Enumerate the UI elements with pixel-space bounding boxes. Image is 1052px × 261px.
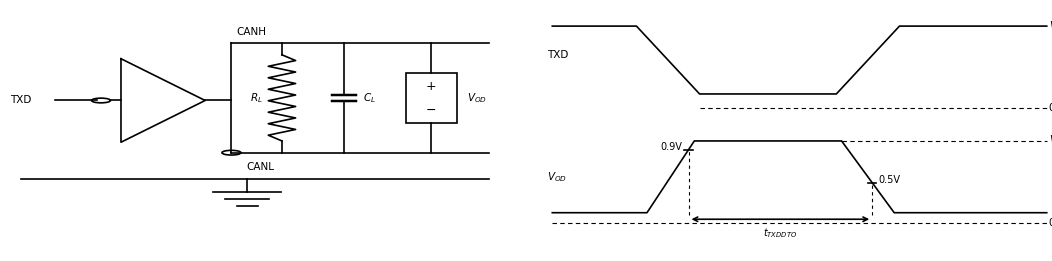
Text: $C_L$: $C_L$ (363, 91, 376, 105)
Text: $R_L$: $R_L$ (250, 91, 263, 105)
Text: +: + (426, 80, 437, 93)
Text: 0V: 0V (1049, 218, 1052, 228)
Text: −: − (426, 104, 437, 117)
Text: CANL: CANL (246, 162, 275, 172)
Text: TXD: TXD (547, 50, 568, 60)
FancyBboxPatch shape (406, 73, 457, 123)
Text: $t_{TXDDTO}$: $t_{TXDDTO}$ (763, 226, 797, 240)
Text: $V_{OD(D)}$: $V_{OD(D)}$ (1049, 133, 1052, 149)
Text: 0V: 0V (1049, 103, 1052, 113)
Text: 0.9V: 0.9V (661, 142, 683, 152)
Text: $V_{IH}$: $V_{IH}$ (1049, 19, 1052, 33)
Text: $V_{OD}$: $V_{OD}$ (547, 170, 567, 184)
Text: $V_{OD}$: $V_{OD}$ (467, 91, 487, 105)
Text: TXD: TXD (11, 96, 32, 105)
Text: CANH: CANH (237, 27, 267, 37)
Text: 0.5V: 0.5V (878, 175, 901, 185)
